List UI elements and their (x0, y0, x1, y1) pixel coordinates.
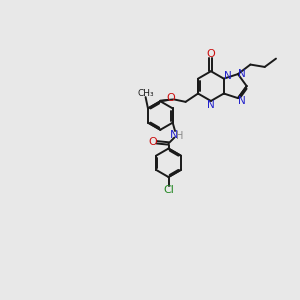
Text: CH₃: CH₃ (137, 89, 154, 98)
Text: H: H (176, 131, 184, 141)
Text: O: O (149, 137, 158, 147)
Text: N: N (207, 100, 214, 110)
Text: Cl: Cl (163, 185, 174, 195)
Text: O: O (207, 49, 215, 59)
Text: N: N (238, 96, 245, 106)
Text: N: N (224, 71, 232, 81)
Text: N: N (170, 130, 178, 140)
Text: O: O (166, 93, 175, 103)
Text: N: N (238, 69, 246, 79)
